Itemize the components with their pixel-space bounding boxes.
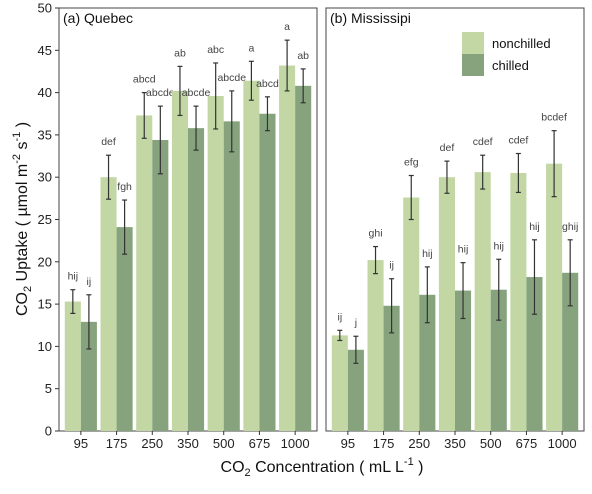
significance-letter: ab (174, 47, 186, 59)
x-tick-label: 1000 (281, 436, 310, 451)
bar-nonchilled (243, 80, 260, 432)
significance-letter: ij (87, 276, 92, 288)
bar-nonchilled (100, 177, 117, 431)
y-tick-label: 25 (38, 212, 52, 227)
significance-letter: abcde (146, 87, 175, 99)
bar-chilled (347, 349, 364, 431)
significance-letter: a (248, 42, 254, 54)
bar-chilled (188, 128, 205, 431)
bar-chilled (455, 290, 472, 431)
x-axis-title: CO2 Concentration ( mL L-1 ) (221, 456, 424, 479)
y-tick-label: 15 (38, 297, 52, 312)
bar-chilled (152, 139, 169, 431)
significance-letter: hij (68, 271, 79, 283)
bar-chilled (223, 121, 240, 431)
x-tick-label: 350 (177, 436, 199, 451)
bar-nonchilled (474, 172, 491, 431)
significance-letter: ghij (562, 221, 578, 233)
bar-nonchilled (438, 177, 455, 431)
bar-nonchilled (331, 335, 348, 431)
significance-letter: a (284, 21, 290, 33)
significance-letter: def (440, 142, 455, 154)
y-axis-title: CO2 Uptake ( µmol m-2 s-1 ) (11, 122, 34, 316)
x-tick-label: 95 (341, 436, 355, 451)
bar-chilled (383, 305, 400, 431)
significance-letter: abcd (133, 74, 156, 86)
panel-title: (a) Quebec (63, 10, 133, 26)
y-tick-label: 10 (38, 339, 52, 354)
x-tick-label: 675 (516, 436, 538, 451)
bar-chilled (80, 321, 97, 431)
significance-letter: abc (207, 44, 224, 56)
bar-nonchilled (367, 260, 384, 431)
significance-letter: efg (404, 157, 419, 169)
bar-nonchilled (171, 90, 188, 432)
significance-letter: j (354, 317, 357, 329)
bar-nonchilled (403, 197, 420, 431)
bar-chilled (116, 227, 133, 431)
bar-nonchilled (510, 172, 527, 431)
bar-nonchilled (64, 301, 81, 431)
bar-nonchilled (136, 115, 153, 431)
significance-letter: def (101, 136, 116, 148)
y-tick-label: 20 (38, 254, 52, 269)
bar-chilled (526, 277, 543, 431)
bar-chilled (490, 289, 507, 431)
x-tick-label: 175 (106, 436, 128, 451)
y-tick-label: 50 (38, 1, 52, 16)
x-tick-label: 675 (249, 436, 271, 451)
significance-letter: ab (297, 50, 309, 62)
y-tick-label: 5 (45, 381, 52, 396)
y-tick-label: 0 (45, 424, 52, 439)
bar-chilled (562, 272, 579, 431)
significance-letter: fgh (117, 181, 132, 193)
bar-nonchilled (207, 95, 224, 431)
x-tick-label: 500 (480, 436, 502, 451)
significance-letter: hij (493, 240, 504, 252)
significance-letter: abcde (182, 87, 211, 99)
y-tick-label: 45 (38, 43, 52, 58)
x-tick-label: 95 (74, 436, 88, 451)
x-tick-label: 175 (373, 436, 395, 451)
bar-nonchilled (546, 163, 563, 431)
significance-letter: hij (422, 248, 433, 260)
x-tick-label: 250 (141, 436, 163, 451)
significance-letter: abcde (217, 72, 246, 84)
y-tick-label: 30 (38, 170, 52, 185)
significance-letter: hij (529, 221, 540, 233)
bar-nonchilled (279, 65, 296, 431)
bar-chilled (259, 113, 276, 431)
bar-chilled (295, 85, 312, 431)
x-tick-label: 350 (444, 436, 466, 451)
y-tick-label: 40 (38, 85, 52, 100)
y-tick-label: 35 (38, 127, 52, 142)
significance-letter: bcdef (541, 112, 567, 124)
x-tick-label: 1000 (548, 436, 577, 451)
significance-letter: cdef (508, 135, 528, 147)
legend-label: chilled (492, 58, 529, 73)
legend-swatch-chilled (462, 54, 484, 76)
x-tick-label: 250 (408, 436, 430, 451)
x-tick-label: 500 (213, 436, 235, 451)
significance-letter: ghi (369, 228, 383, 240)
significance-letter: cdef (473, 136, 493, 148)
bar-chilled (419, 294, 436, 431)
panel-title: (b) Mississipi (330, 10, 411, 26)
legend-swatch-nonchilled (462, 32, 484, 54)
significance-letter: ij (389, 260, 394, 272)
legend-label: nonchilled (492, 36, 551, 51)
significance-letter: abcd (256, 78, 279, 90)
significance-letter: hij (458, 244, 469, 256)
significance-letter: ij (337, 311, 342, 323)
